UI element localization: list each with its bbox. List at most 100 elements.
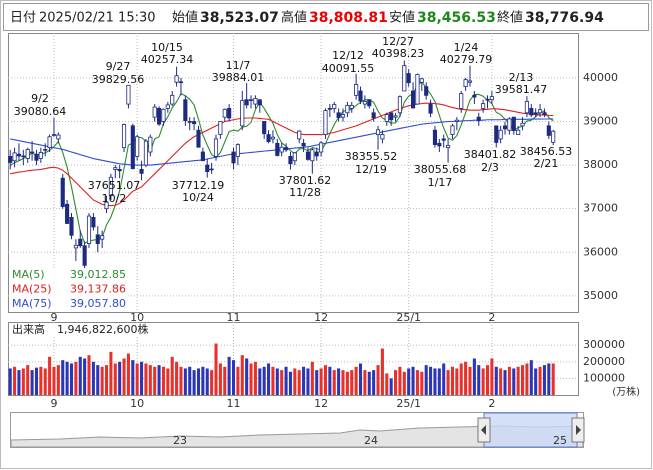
volume-bar <box>192 370 196 395</box>
volume-bar <box>56 365 60 395</box>
volume-bar <box>131 360 135 395</box>
low-date: 2/21 <box>534 157 559 170</box>
volume-bar <box>490 358 494 395</box>
candle-body <box>459 93 464 109</box>
y-tick-label: 39000 <box>583 114 618 127</box>
volume-bar <box>363 370 367 395</box>
volume-bar <box>267 363 271 395</box>
candle-body <box>235 144 240 157</box>
low-label: 安値 <box>389 10 415 26</box>
candle-body <box>100 235 105 240</box>
candle-body <box>143 140 149 166</box>
high-value: 39581.47 <box>495 83 548 96</box>
legend-name: MA(5) <box>12 268 45 281</box>
candle-body <box>43 148 48 151</box>
volume-bar <box>380 348 384 395</box>
candle-body <box>516 129 521 135</box>
candle-body <box>393 115 398 118</box>
volume-bar <box>464 361 468 395</box>
candle-body <box>170 94 175 105</box>
close-label: 終値 <box>497 10 523 26</box>
volume-bar <box>525 363 529 395</box>
volume-bar <box>17 370 21 395</box>
volume-bar <box>109 351 113 395</box>
volume-bar <box>328 366 332 395</box>
volume-unit: (万株) <box>612 385 640 398</box>
volume-bar <box>175 361 179 395</box>
volume-bar <box>455 368 459 395</box>
volume-bar <box>170 356 174 395</box>
candle-body <box>8 155 13 163</box>
candle-body <box>410 90 416 109</box>
low-value: 37651.07 <box>88 179 141 192</box>
volume-bar <box>367 371 371 395</box>
candle-body <box>314 151 319 157</box>
candle-body <box>69 217 74 236</box>
low-date: 10/2 <box>102 192 127 205</box>
volume-bar <box>48 356 52 395</box>
candle-body <box>108 176 113 197</box>
candle-body <box>78 238 83 247</box>
volume-bar <box>205 368 209 395</box>
candle-body <box>38 152 43 159</box>
volume-bar <box>218 363 222 395</box>
candle-body <box>397 96 402 114</box>
volume-bar <box>166 368 170 395</box>
volume-bar <box>52 366 56 395</box>
volume-title: 出来高 <box>12 322 45 336</box>
volume-bar <box>472 358 476 395</box>
volume-bar <box>306 368 310 395</box>
volume-bar <box>157 365 161 395</box>
high-value: 40279.79 <box>440 53 493 66</box>
volume-bar <box>446 370 450 395</box>
candle-body <box>472 94 477 98</box>
candle-body <box>297 130 302 140</box>
candle-body <box>524 101 529 114</box>
y-tick-label: 200000 <box>583 355 625 368</box>
volume-bar <box>319 368 323 395</box>
volume-bar <box>429 366 433 395</box>
volume-bar <box>411 366 415 395</box>
candle-body <box>288 155 293 165</box>
candle-body <box>375 129 381 135</box>
candle-body <box>533 112 538 115</box>
high-date: 2/13 <box>509 71 534 84</box>
high-value: 38,808.81 <box>309 10 388 26</box>
volume-bar <box>280 370 284 395</box>
candle-body <box>165 104 170 109</box>
candle-body <box>218 121 223 135</box>
legend-value: 39,012.85 <box>70 268 126 281</box>
low-date: 10/24 <box>182 191 214 204</box>
high-value: 39829.56 <box>92 73 145 86</box>
candle-body <box>30 151 35 154</box>
candle-body <box>91 217 96 228</box>
legend-value: 39,137.86 <box>70 283 126 296</box>
candle-body <box>428 103 433 114</box>
candle-body <box>546 125 551 136</box>
volume-bar <box>74 361 78 395</box>
volume-bar <box>420 371 424 395</box>
low-date: 1/17 <box>428 176 453 189</box>
x-tick-label: 10 <box>130 397 144 410</box>
volume-bar <box>258 368 262 395</box>
volume-bar <box>161 366 165 395</box>
volume-bar <box>240 355 244 395</box>
x-tick-label: 9 <box>50 397 57 410</box>
candle-body <box>511 116 516 132</box>
x-tick-label: 25/1 <box>396 311 421 324</box>
candle-body <box>345 104 350 114</box>
volume-bar <box>8 368 12 395</box>
volume-bar <box>468 366 472 395</box>
volume-bar <box>288 371 292 395</box>
high-date: 10/15 <box>151 41 183 54</box>
candle-body <box>389 112 394 121</box>
volume-bar <box>34 367 38 395</box>
candle-body <box>481 103 486 109</box>
candle-body <box>310 149 315 162</box>
ma-line <box>10 102 554 207</box>
low-value: 38055.68 <box>414 163 467 176</box>
candle-body <box>56 134 61 140</box>
candle-body <box>196 129 201 148</box>
volume-bar <box>315 370 319 395</box>
volume-bar <box>477 365 481 395</box>
